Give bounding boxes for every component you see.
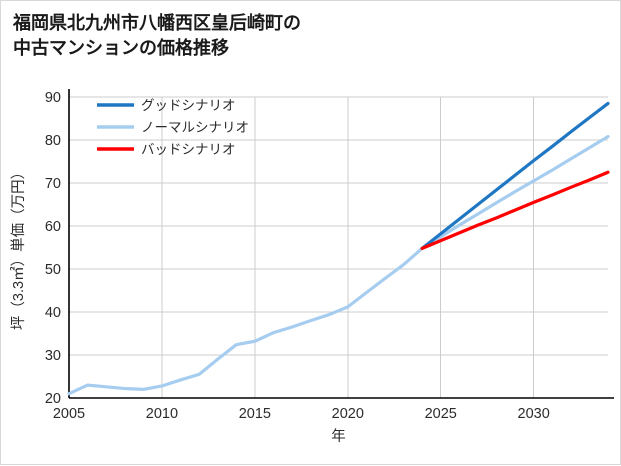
series-line-ノーマルシナリオ (67, 134, 610, 396)
axis-titles: 年 坪（3.3㎡）単価（万円） (10, 165, 346, 445)
series-line-グッドシナリオ (420, 101, 610, 250)
y-tick-label: 90 (45, 90, 61, 106)
x-axis-tick-labels: 2005 2010 2015 2020 2025 2030 (53, 406, 550, 422)
x-tick-label: 2005 (53, 406, 85, 422)
y-axis-tick-labels: 20 30 40 50 60 70 80 90 (45, 90, 61, 407)
axes (68, 89, 614, 399)
y-tick-label: 80 (45, 133, 61, 149)
y-tick-label: 60 (45, 219, 61, 235)
x-tick-label: 2025 (425, 406, 457, 422)
x-tick-label: 2020 (332, 406, 364, 422)
y-tick-label: 20 (45, 391, 61, 407)
y-axis-title: 坪（3.3㎡）単価（万円） (10, 165, 27, 330)
x-tick-label: 2015 (239, 406, 271, 422)
gridlines (68, 96, 608, 399)
series-lines (67, 101, 610, 396)
x-tick-label: 2030 (518, 406, 550, 422)
y-tick-label: 30 (45, 348, 61, 364)
legend-label-1: ノーマルシナリオ (141, 120, 249, 135)
y-tick-label: 70 (45, 176, 61, 192)
series-line-バッドシナリオ (420, 170, 610, 250)
y-tick-label: 50 (45, 262, 61, 278)
y-tick-label: 40 (45, 305, 61, 321)
page-title: 福岡県北九州市八幡西区皇后崎町の 中古マンションの価格推移 (13, 13, 301, 58)
legend-label-2: バッドシナリオ (141, 142, 236, 157)
legend-label-0: グッドシナリオ (141, 98, 236, 113)
x-tick-label: 2010 (146, 406, 178, 422)
x-axis-title: 年 (331, 428, 346, 445)
